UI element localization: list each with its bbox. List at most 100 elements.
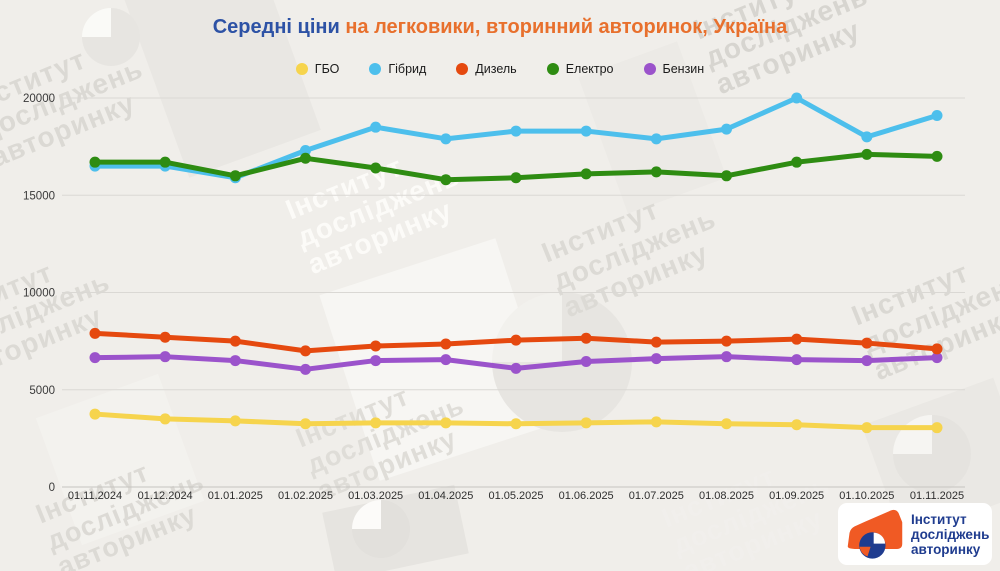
- data-point: [650, 166, 662, 178]
- data-point: [370, 417, 382, 429]
- data-point: [580, 168, 592, 180]
- data-point: [510, 418, 522, 430]
- x-axis-label: 01.02.2025: [278, 490, 333, 502]
- legend-label: Дизель: [475, 62, 517, 76]
- x-axis-label: 01.03.2025: [348, 490, 403, 502]
- data-point: [650, 416, 662, 428]
- x-axis-label: 01.05.2025: [488, 490, 543, 502]
- data-point: [791, 354, 803, 366]
- data-point: [370, 340, 382, 352]
- data-point: [89, 408, 101, 420]
- data-point: [650, 353, 662, 365]
- data-point: [440, 417, 452, 429]
- data-point: [931, 352, 943, 364]
- data-point: [300, 152, 311, 164]
- x-axis-label: 01.07.2025: [629, 490, 684, 502]
- data-point: [510, 172, 522, 184]
- data-point: [861, 422, 873, 434]
- brand-logo-line: Інститут: [911, 511, 967, 527]
- data-point: [510, 125, 522, 137]
- y-axis-label: 0: [49, 482, 55, 494]
- data-point: [229, 170, 241, 182]
- legend-dot-icon: [369, 63, 382, 75]
- x-axis-label: 01.09.2025: [769, 490, 824, 502]
- series-line-1: [92, 95, 940, 181]
- data-point: [370, 121, 382, 133]
- data-point: [791, 156, 803, 168]
- legend-dot-icon: [546, 63, 559, 75]
- x-axis-label: 01.08.2025: [699, 490, 754, 502]
- x-axis-label: 01.06.2025: [559, 490, 614, 502]
- data-point: [931, 150, 943, 162]
- data-point: [580, 417, 592, 429]
- data-point: [300, 363, 311, 375]
- data-point: [89, 352, 101, 364]
- data-point: [300, 418, 311, 430]
- data-point: [861, 148, 873, 160]
- brand-logo-car-icon: [847, 509, 903, 559]
- data-point: [721, 418, 732, 430]
- data-point: [791, 419, 803, 431]
- data-point: [159, 413, 171, 425]
- data-point: [580, 356, 592, 368]
- data-point: [229, 335, 241, 347]
- data-point: [159, 156, 171, 168]
- brand-logo-card: Інститут досліджень авторинку: [838, 503, 992, 565]
- data-point: [650, 336, 662, 348]
- data-point: [861, 355, 873, 367]
- legend-label: Гібрид: [388, 62, 427, 76]
- legend-item-dyzel: Дизель: [456, 62, 517, 76]
- data-point: [370, 355, 382, 367]
- brand-logo-line: авторинку: [911, 541, 981, 557]
- y-axis-label: 15000: [23, 190, 55, 202]
- data-point: [159, 351, 171, 363]
- x-axis-label: 01.04.2025: [418, 490, 473, 502]
- data-point: [721, 351, 732, 363]
- data-point: [440, 354, 452, 366]
- data-point: [370, 162, 382, 174]
- data-point: [440, 338, 452, 350]
- legend-dot-icon: [456, 63, 469, 75]
- y-axis-label: 10000: [23, 288, 55, 300]
- legend-label: ГБО: [314, 62, 340, 76]
- data-point: [229, 415, 241, 427]
- data-point: [89, 156, 101, 168]
- chart-legend: ГБО Гібрид Дизель Електро Бензин: [0, 62, 1000, 76]
- x-axis-label: 01.11.2025: [910, 490, 964, 502]
- data-point: [861, 131, 873, 143]
- chart-title-part2: на легковики, вторинний авторинок, Украї…: [339, 16, 788, 38]
- chart-title: Середні ціни на легковики, вторинний авт…: [0, 16, 1000, 39]
- watermark-pie-icon: [352, 500, 410, 558]
- data-point: [791, 92, 803, 104]
- x-axis-label: 01.12.2024: [138, 490, 193, 502]
- watermark-pie-icon: [82, 8, 140, 66]
- data-point: [229, 355, 241, 367]
- legend-item-benzyn: Бензин: [643, 62, 705, 76]
- x-axis-label: 01.10.2025: [839, 490, 894, 502]
- data-point: [440, 174, 452, 186]
- data-point: [721, 170, 732, 182]
- data-point: [159, 331, 171, 343]
- legend-item-gbo: ГБО: [295, 62, 340, 76]
- data-point: [721, 123, 732, 135]
- y-axis-label: 5000: [29, 385, 55, 397]
- data-point: [89, 327, 101, 339]
- data-point: [931, 422, 943, 434]
- data-point: [580, 125, 592, 137]
- legend-item-hibrid: Гібрид: [369, 62, 426, 76]
- legend-label: Електро: [565, 62, 614, 76]
- data-point: [931, 343, 943, 355]
- legend-label: Бензин: [662, 62, 705, 76]
- data-point: [861, 337, 873, 349]
- x-axis-label: 01.01.2025: [208, 490, 263, 502]
- data-point: [300, 145, 311, 157]
- data-point: [510, 362, 522, 374]
- legend-dot-icon: [295, 63, 308, 75]
- brand-logo-text: Інститут досліджень авторинку: [911, 512, 989, 557]
- brand-logo-line: досліджень: [911, 526, 990, 542]
- pie-chart-icon: [859, 532, 886, 559]
- data-point: [721, 335, 732, 347]
- chart-title-part1: Середні ціни: [212, 16, 340, 38]
